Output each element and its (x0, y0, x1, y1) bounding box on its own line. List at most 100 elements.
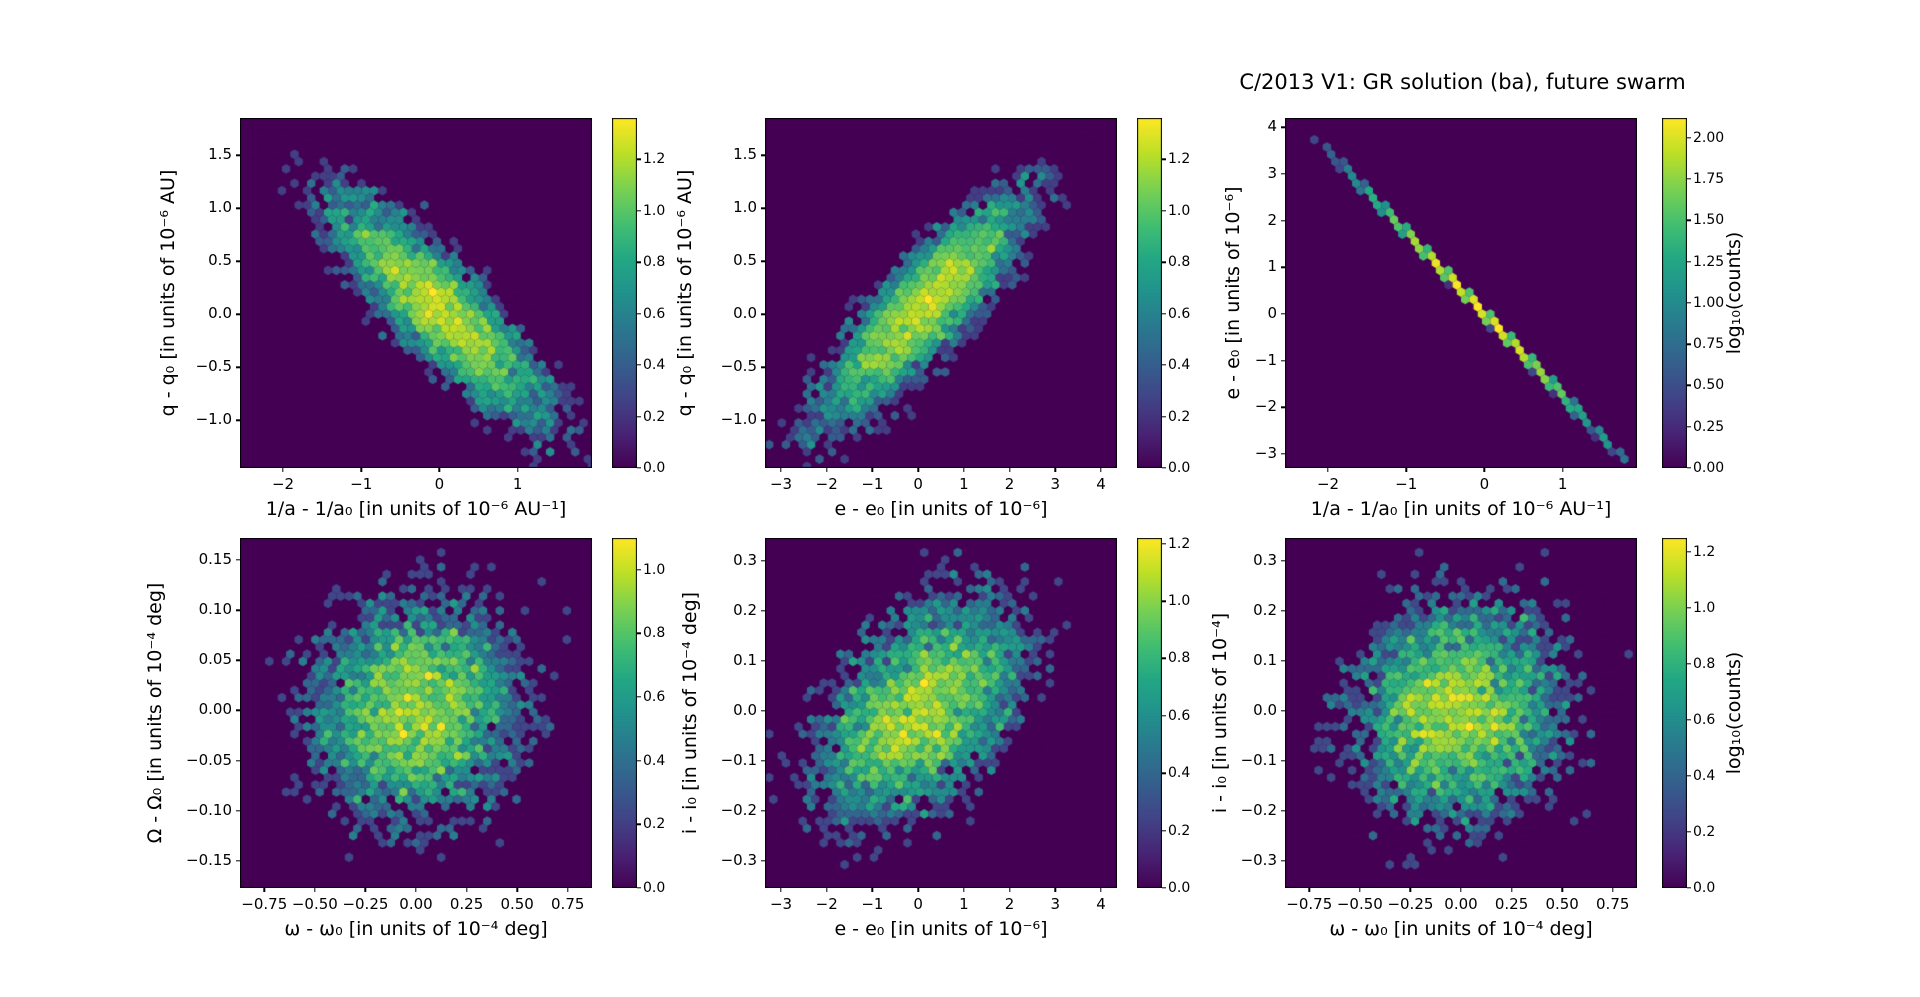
y-tick-mark (761, 809, 765, 812)
colorbar-tick-mark (637, 261, 641, 263)
x-tick-mark (963, 468, 965, 472)
colorbar-tick-label: 1.0 (643, 202, 666, 219)
x-tick-label: 0 (913, 895, 923, 913)
hexbin-plot-canvas (765, 118, 1117, 468)
colorbar-tick-mark (1687, 302, 1691, 304)
x-tick-mark (1359, 888, 1361, 892)
colorbar-tick-mark (637, 467, 641, 469)
colorbar-tick-mark (1687, 719, 1691, 721)
x-tick-label: 0 (434, 475, 445, 493)
x-tick-label: 0.00 (399, 895, 433, 913)
y-tick-mark (1281, 859, 1285, 862)
y-tick-label: −0.5 (720, 357, 757, 376)
x-axis-label: e - e₀ [in units of 10⁻⁶] (834, 918, 1048, 940)
x-tick-mark (917, 888, 919, 892)
colorbar-tick-mark (1687, 467, 1691, 469)
colorbar-tick-mark (1162, 887, 1166, 889)
colorbar-tick-mark (1162, 209, 1166, 212)
y-tick-label: 0.1 (1253, 650, 1277, 669)
colorbar: 2.00 1.75 1.50 1.25 1.00 0.75 0.50 0.25 0.00 (1662, 118, 1724, 476)
y-tick-mark (236, 759, 240, 762)
y-tick-label: 0.15 (198, 550, 232, 569)
x-tick-mark (1483, 468, 1486, 472)
colorbar-tick-mark (1687, 219, 1691, 222)
subplot-q-vs-inverse-a: q - q₀ [in units of 10⁻⁶ AU] 1/a - 1/a₀ … (157, 118, 665, 520)
y-tick-mark (761, 366, 765, 368)
colorbar-tick-label: 0.8 (1168, 254, 1191, 271)
x-tick-mark (871, 468, 874, 472)
y-tick-label: 0.0 (1253, 700, 1277, 719)
x-tick-label: −0.75 (1286, 895, 1333, 913)
y-tick-label: 1.0 (208, 198, 232, 217)
hexbin-plot-canvas (240, 538, 592, 888)
colorbar-gradient (612, 118, 637, 468)
colorbar-tick-label: 0.8 (643, 254, 666, 271)
colorbar-tick-mark (637, 569, 641, 571)
y-tick-mark (236, 313, 240, 315)
x-tick-label: 0.75 (551, 895, 585, 913)
subplot-q-vs-e: q - q₀ [in units of 10⁻⁶ AU] e - e₀ [in … (674, 118, 1190, 520)
x-tick-mark (1561, 468, 1564, 472)
y-tick-mark (761, 709, 765, 712)
x-tick-mark (314, 888, 316, 892)
colorbar: 0.0 0.2 0.4 0.6 0.8 1.0 (612, 538, 665, 896)
x-tick-label: 0 (913, 475, 923, 493)
x-tick-mark (1409, 888, 1412, 892)
colorbar-tick-label: 1.2 (1693, 544, 1716, 560)
colorbar-tick-label: 0.0 (643, 460, 666, 476)
x-tick-label: −1 (1395, 475, 1418, 493)
colorbar-tick-label: 1.2 (1168, 151, 1191, 168)
y-tick-mark (761, 759, 765, 762)
y-tick-mark (236, 559, 240, 561)
y-tick-mark (236, 709, 240, 712)
y-tick-label: −0.1 (1240, 750, 1277, 769)
x-tick-mark (438, 468, 441, 472)
x-tick-mark (516, 888, 518, 892)
y-tick-mark (761, 609, 765, 612)
y-tick-label: 4 (1267, 117, 1277, 136)
colorbar-tick-mark (1687, 607, 1691, 609)
y-tick-label: 0.0 (208, 304, 232, 323)
colorbar-tick-label: 0.0 (1168, 880, 1191, 896)
y-tick-label: 0.0 (733, 304, 757, 323)
x-tick-label: 0.75 (1596, 895, 1630, 913)
y-tick-label: 0.5 (208, 251, 232, 270)
y-tick-mark (1281, 173, 1285, 175)
colorbar-tick-mark (1687, 887, 1691, 889)
colorbar-label: log₁₀(counts) (1723, 651, 1745, 775)
y-tick-mark (761, 859, 765, 862)
colorbar-tick-label: 0.2 (643, 816, 666, 833)
y-tick-label: −0.3 (720, 850, 757, 869)
x-tick-mark (826, 468, 828, 472)
colorbar-gradient (612, 538, 637, 888)
x-tick-mark (263, 888, 265, 892)
colorbar-tick-label: 0.4 (1168, 765, 1191, 782)
y-tick-mark (236, 366, 240, 368)
subplot-e-vs-inverse-a: e - e₀ [in units of 10⁻⁶] 1/a - 1/a₀ [in… (1222, 117, 1745, 520)
x-tick-mark (1054, 468, 1056, 472)
colorbar-tick-label: 0.0 (643, 880, 666, 896)
x-tick-mark (963, 888, 965, 892)
x-tick-label: −1 (861, 895, 884, 913)
y-tick-label: 0.2 (733, 600, 757, 619)
colorbar-tick-label: 0.6 (643, 689, 666, 706)
y-tick-label: −0.5 (195, 357, 232, 376)
y-tick-label: 1.5 (208, 145, 232, 164)
colorbar-tick-label: 0.8 (1693, 656, 1716, 672)
x-tick-label: 1 (1557, 475, 1568, 493)
x-tick-label: 3 (1050, 475, 1061, 493)
colorbar-tick-label: 1.2 (643, 151, 666, 168)
y-tick-label: 0.3 (1253, 550, 1277, 569)
x-tick-mark (360, 468, 362, 472)
colorbar-tick-label: 0.6 (1168, 707, 1191, 724)
x-tick-label: 1 (959, 475, 969, 493)
y-tick-mark (1281, 609, 1285, 612)
y-tick-mark (1281, 406, 1285, 409)
x-axis-label: 1/a - 1/a₀ [in units of 10⁻⁶ AU⁻¹] (265, 498, 567, 520)
y-tick-mark (761, 659, 765, 662)
subplot-Omega-vs-omega: Ω - Ω₀ [in units of 10⁻⁴ deg] ω - ω₀ [in… (144, 538, 665, 940)
x-tick-label: 0 (1479, 475, 1490, 493)
colorbar-tick-mark (1162, 657, 1166, 660)
colorbar-tick-label: 1.50 (1693, 212, 1725, 229)
colorbar-tick-label: 0.4 (1693, 768, 1716, 784)
